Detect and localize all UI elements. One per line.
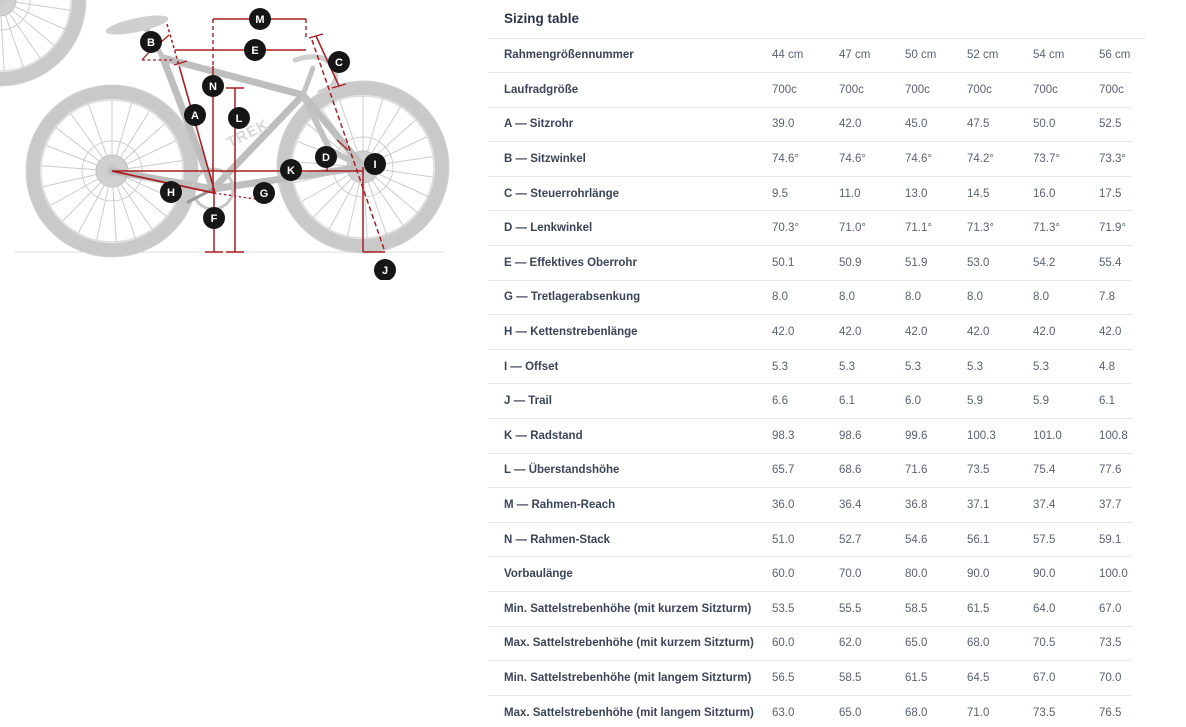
svg-text:E: E bbox=[251, 45, 258, 57]
svg-text:H: H bbox=[167, 187, 175, 199]
svg-text:D: D bbox=[322, 152, 330, 164]
svg-text:B: B bbox=[147, 37, 155, 49]
svg-text:C: C bbox=[335, 57, 343, 69]
svg-text:F: F bbox=[211, 213, 218, 225]
svg-text:A: A bbox=[191, 110, 199, 122]
svg-text:J: J bbox=[382, 265, 388, 277]
svg-text:M: M bbox=[255, 14, 264, 26]
svg-text:I: I bbox=[373, 159, 376, 171]
svg-text:G: G bbox=[260, 188, 269, 200]
svg-text:N: N bbox=[209, 81, 217, 93]
svg-text:K: K bbox=[287, 165, 295, 177]
svg-text:L: L bbox=[236, 113, 243, 125]
